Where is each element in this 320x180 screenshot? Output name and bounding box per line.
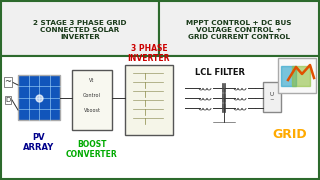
Text: 3 PHASE
INVERTER: 3 PHASE INVERTER	[128, 44, 170, 63]
Bar	[159, 1, 319, 56]
Text: BOOST
CONVERTER: BOOST CONVERTER	[66, 140, 118, 159]
Text: Vboost: Vboost	[84, 107, 100, 112]
Bar	[1, 56, 319, 179]
Bar	[278, 58, 316, 93]
Text: D: D	[5, 97, 11, 103]
Bar	[125, 65, 173, 135]
Bar	[263, 82, 281, 112]
Text: GRID: GRID	[273, 129, 307, 141]
Text: PV
ARRAY: PV ARRAY	[23, 133, 55, 152]
Text: Control: Control	[83, 93, 101, 98]
Text: U
~: U ~	[270, 92, 274, 102]
Bar	[18, 75, 60, 120]
Polygon shape	[281, 66, 296, 86]
Polygon shape	[292, 66, 310, 86]
Text: Vt: Vt	[89, 78, 95, 82]
Text: LCL FILTER: LCL FILTER	[195, 68, 245, 76]
Text: MPPT CONTROL + DC BUS
VOLTAGE CONTROL +
GRID CURRENT CONTROL: MPPT CONTROL + DC BUS VOLTAGE CONTROL + …	[186, 20, 292, 40]
Bar	[72, 70, 112, 130]
Text: ~: ~	[4, 78, 12, 87]
Bar	[1, 1, 159, 56]
Text: 2 STAGE 3 PHASE GRID
CONNECTED SOLAR
INVERTER: 2 STAGE 3 PHASE GRID CONNECTED SOLAR INV…	[33, 20, 127, 40]
